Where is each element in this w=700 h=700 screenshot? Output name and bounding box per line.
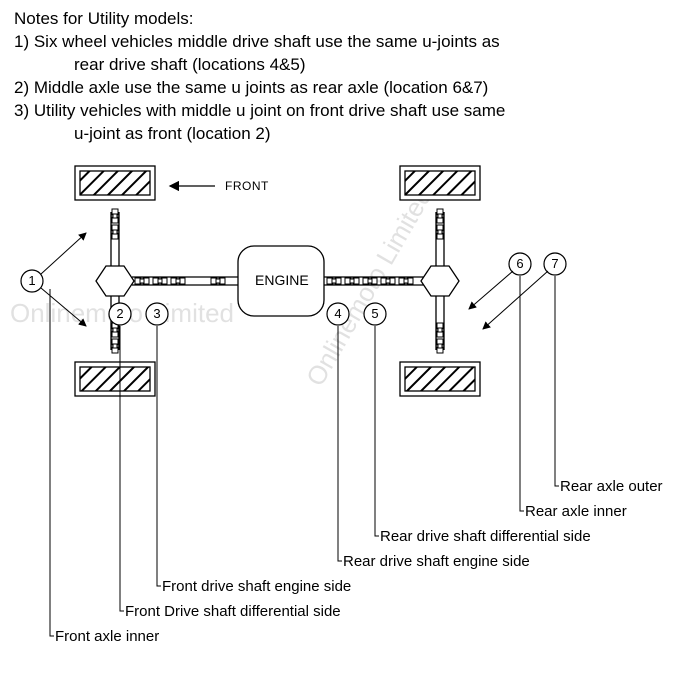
label-front-shaft-engine: Front drive shaft engine side [162,578,351,595]
notes-item1a: 1) Six wheel vehicles middle drive shaft… [14,31,686,54]
label-rear-axle-inner: Rear axle inner [525,503,627,520]
label-rear-axle-outer: Rear axle outer [560,478,663,495]
svg-text:2: 2 [116,306,123,321]
label-front-shaft-diff: Front Drive shaft differential side [125,603,341,620]
notes-item3b: u-joint as front (location 2) [14,123,686,146]
label-rear-shaft-diff: Rear drive shaft differential side [380,528,591,545]
svg-text:5: 5 [371,306,378,321]
diagram: Onlinemoto Limited Onlinemoto Limited [0,146,700,686]
svg-text:4: 4 [334,306,341,321]
svg-text:1: 1 [28,273,35,288]
notes-item1b: rear drive shaft (locations 4&5) [14,54,686,77]
front-label: FRONT [225,179,269,193]
notes-item3a: 3) Utility vehicles with middle u joint … [14,100,686,123]
svg-text:7: 7 [551,256,558,271]
notes-item2: 2) Middle axle use the same u joints as … [14,77,686,100]
svg-text:3: 3 [153,306,160,321]
label-front-axle-inner: Front axle inner [55,628,159,645]
svg-text:6: 6 [516,256,523,271]
notes-block: Notes for Utility models: 1) Six wheel v… [0,0,700,146]
notes-title: Notes for Utility models: [14,8,686,31]
label-rear-shaft-engine: Rear drive shaft engine side [343,553,530,570]
diagram-svg: 1 2 3 4 5 6 7 [0,146,700,686]
engine-label: ENGINE [255,272,307,288]
